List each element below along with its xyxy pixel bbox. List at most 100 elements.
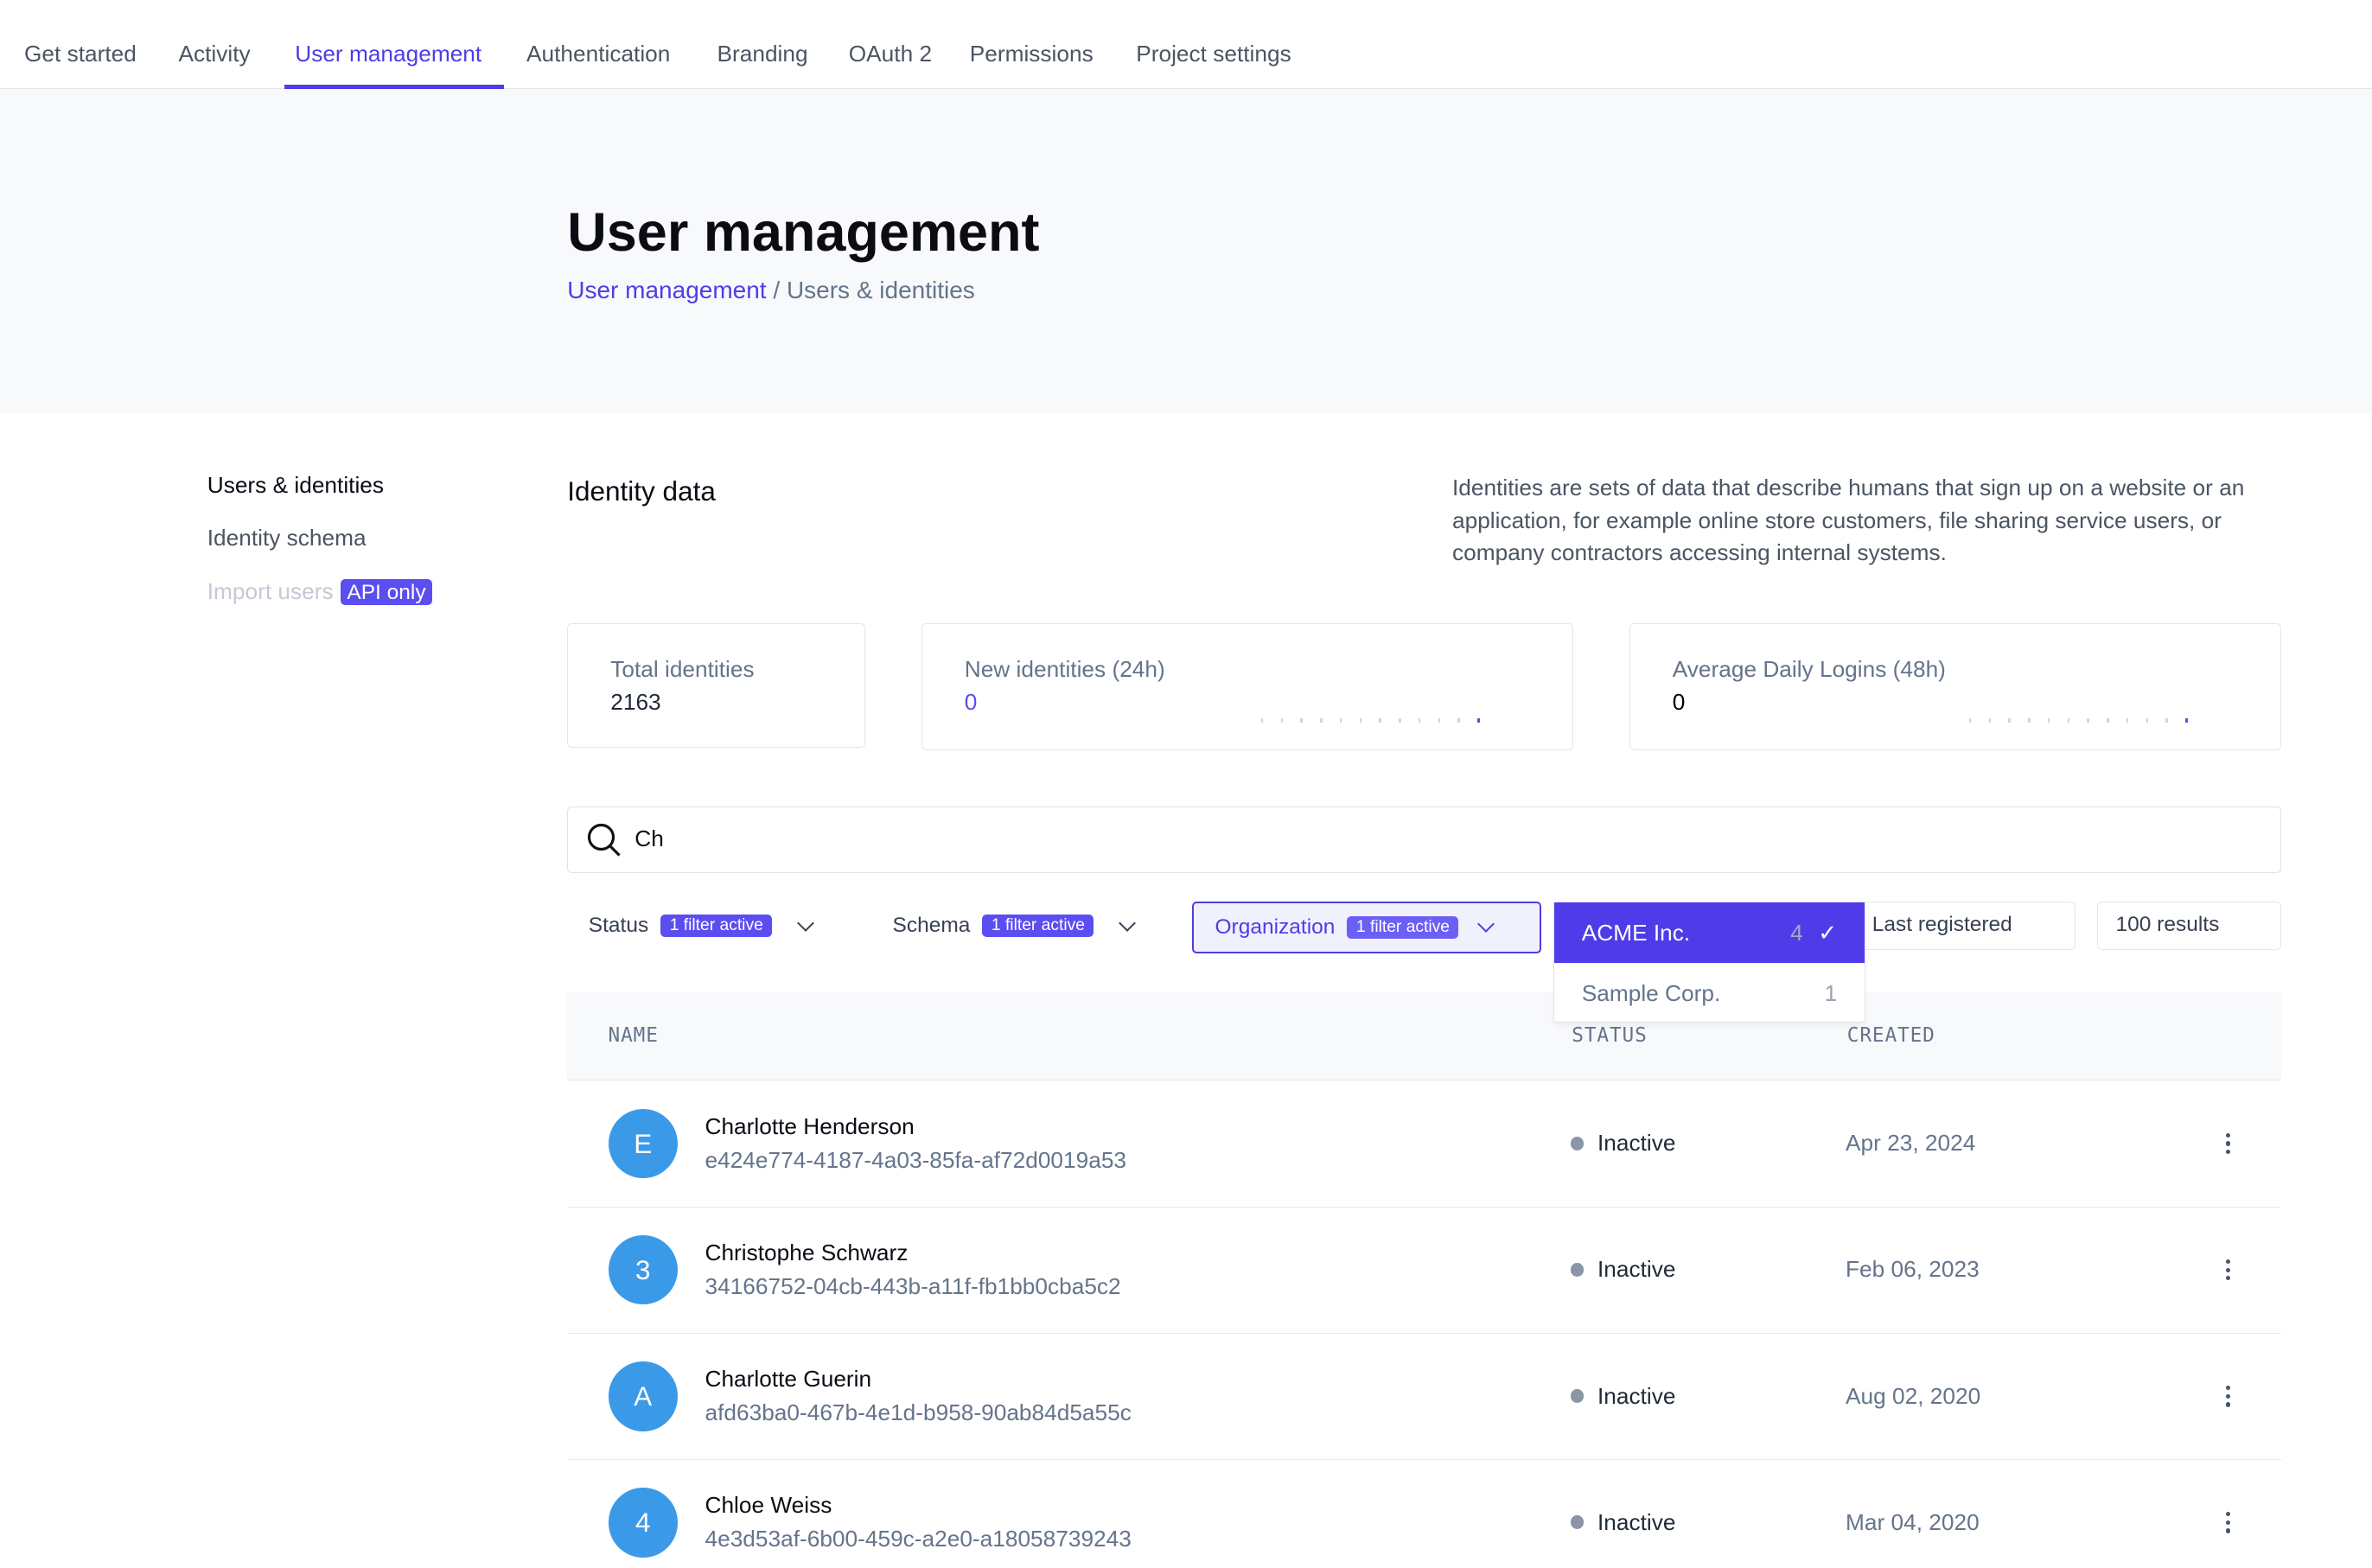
breadcrumb-link[interactable]: User management	[567, 277, 767, 304]
tab-permissions[interactable]: Permissions	[969, 41, 1094, 67]
search-input[interactable]	[634, 825, 2148, 852]
tab-user-management[interactable]: User management	[295, 41, 482, 67]
created-date: Apr 23, 2024	[1846, 1130, 1976, 1157]
table-row[interactable]: A Charlotte Guerin afd63ba0-467b-4e1d-b9…	[567, 1333, 2281, 1460]
status-cell: Inactive	[1570, 1508, 1676, 1536]
column-header-created[interactable]: CREATED	[1846, 1023, 1935, 1047]
status-text: Inactive	[1597, 1508, 1676, 1535]
sort-select[interactable]: Last registered	[1852, 902, 2076, 950]
sidebar-item-import-users[interactable]: Import users API only	[207, 577, 432, 606]
created-date: Mar 04, 2020	[1846, 1508, 1980, 1535]
stat-card-total: Total identities 2163	[567, 623, 865, 748]
sparkline-bar	[1260, 717, 1264, 723]
sparkline-bar	[2126, 717, 2129, 723]
identity-id: afd63ba0-467b-4e1d-b958-90ab84d5a55c	[705, 1399, 1132, 1425]
table-row[interactable]: 4 Chloe Weiss 4e3d53af-6b00-459c-a2e0-a1…	[567, 1459, 2281, 1568]
sparkline-bar	[2087, 717, 2089, 723]
sparkline-bar	[1359, 717, 1362, 723]
filter-label: Organization	[1215, 915, 1336, 939]
stat-card-logins: Average Daily Logins (48h) 0	[1629, 623, 2281, 750]
sparkline-bar	[2185, 717, 2188, 723]
table-header: NAME STATUS CREATED	[567, 992, 2281, 1080]
active-tab-indicator	[284, 85, 504, 90]
sparkline-bar	[2067, 717, 2070, 723]
stat-value: 0	[964, 689, 978, 716]
more-options-icon[interactable]	[2221, 1255, 2236, 1285]
organization-dropdown: ACME Inc. 4 ✓ Sample Corp. 1	[1553, 902, 1865, 1023]
created-date: Feb 06, 2023	[1846, 1256, 1980, 1283]
section-title: Identity data	[567, 475, 716, 507]
sparkline-bar	[1968, 717, 1972, 723]
tab-branding[interactable]: Branding	[717, 41, 808, 67]
sparkline-bar	[1438, 717, 1441, 723]
status-cell: Inactive	[1570, 1130, 1675, 1157]
chevron-down-icon	[796, 914, 814, 932]
more-options-icon[interactable]	[2221, 1381, 2236, 1412]
sparkline-bar	[1339, 717, 1342, 723]
sparkline-bar	[1280, 717, 1284, 723]
identity-name[interactable]: Charlotte Henderson	[705, 1113, 915, 1139]
tab-oauth2[interactable]: OAuth 2	[848, 41, 933, 67]
stat-value: 0	[1672, 689, 1686, 716]
identity-name[interactable]: Chloe Weiss	[705, 1492, 832, 1519]
stat-label: Average Daily Logins (48h)	[1672, 655, 1946, 682]
sidebar-item-identity-schema[interactable]: Identity schema	[207, 525, 367, 551]
sparkline-bar	[2047, 717, 2050, 723]
search-bar[interactable]	[567, 806, 2281, 873]
column-header-status[interactable]: STATUS	[1572, 1023, 1648, 1047]
identity-name[interactable]: Charlotte Guerin	[705, 1366, 872, 1393]
org-option-acme[interactable]: ACME Inc. 4 ✓	[1554, 902, 1865, 963]
schema-filter[interactable]: Schema 1 filter active	[871, 902, 1164, 950]
import-users-label: Import users	[207, 577, 334, 604]
option-count: 1	[1824, 979, 1838, 1006]
breadcrumb-separator: /	[773, 277, 781, 304]
tab-authentication[interactable]: Authentication	[526, 41, 671, 67]
sparkline-bar	[2008, 717, 2011, 723]
sparkline	[1260, 717, 1480, 723]
status-filter[interactable]: Status 1 filter active	[567, 902, 842, 950]
status-text: Inactive	[1597, 1382, 1676, 1409]
tab-activity[interactable]: Activity	[178, 41, 251, 67]
identity-id: 4e3d53af-6b00-459c-a2e0-a18058739243	[705, 1525, 1132, 1552]
table-row[interactable]: E Charlotte Henderson e424e774-4187-4a03…	[567, 1080, 2281, 1208]
breadcrumb-current: Users & identities	[786, 277, 975, 304]
filter-label: Status	[588, 914, 649, 937]
status-dot-icon	[1570, 1263, 1585, 1277]
identity-id: 34166752-04cb-443b-a11f-fb1bb0cba5c2	[705, 1272, 1121, 1299]
tab-project-settings[interactable]: Project settings	[1136, 41, 1291, 67]
sparkline-bar	[1988, 717, 1992, 723]
status-text: Inactive	[1597, 1256, 1676, 1283]
breadcrumb: User management / Users & identities	[567, 277, 975, 304]
more-options-icon[interactable]	[2221, 1507, 2236, 1538]
column-header-name[interactable]: NAME	[608, 1023, 659, 1047]
filter-label: Schema	[892, 914, 971, 937]
api-only-badge: API only	[341, 578, 432, 606]
table-row[interactable]: 3 Christophe Schwarz 34166752-04cb-443b-…	[567, 1207, 2281, 1334]
created-date: Aug 02, 2020	[1846, 1382, 1981, 1409]
status-dot-icon	[1570, 1136, 1585, 1151]
sparkline-bar	[2107, 717, 2109, 723]
tab-get-started[interactable]: Get started	[24, 41, 137, 67]
organization-filter[interactable]: Organization 1 filter active	[1192, 902, 1542, 953]
sparkline-bar	[1320, 717, 1323, 723]
stat-card-new: New identities (24h) 0	[921, 623, 1573, 750]
top-tabs: Get started Activity User management Aut…	[0, 0, 2372, 90]
status-dot-icon	[1570, 1515, 1585, 1529]
sidebar-item-users-identities[interactable]: Users & identities	[207, 472, 384, 498]
section-description: Identities are sets of data that describ…	[1452, 475, 2245, 566]
identity-name[interactable]: Christophe Schwarz	[705, 1240, 909, 1266]
option-label: ACME Inc.	[1581, 919, 1691, 946]
avatar: E	[608, 1108, 678, 1179]
chevron-down-icon	[1119, 914, 1136, 932]
option-count: 4	[1790, 919, 1803, 946]
option-label: Sample Corp.	[1581, 979, 1721, 1006]
stat-label: New identities (24h)	[964, 655, 1165, 682]
results-per-page-select[interactable]: 100 results	[2096, 902, 2281, 950]
org-option-sample-corp[interactable]: Sample Corp. 1	[1554, 963, 1865, 1023]
sparkline-bar	[1379, 717, 1381, 723]
avatar: 3	[608, 1234, 678, 1305]
check-icon: ✓	[1818, 919, 1838, 946]
more-options-icon[interactable]	[2221, 1129, 2236, 1159]
stat-value: 2163	[610, 689, 661, 716]
sparkline-bar	[1477, 717, 1480, 723]
